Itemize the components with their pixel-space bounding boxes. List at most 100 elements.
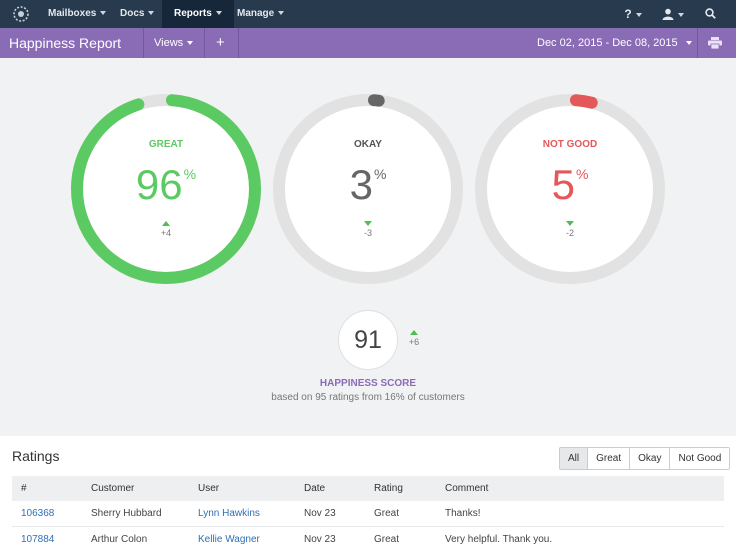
conversation-id-link[interactable]: 107884 [21,534,55,545]
chevron-down-icon [685,41,692,45]
ratings-panel: Ratings All Great Okay Not Good # Custom… [0,436,736,552]
great-delta: +4 [70,221,262,238]
user-link[interactable]: Lynn Hawkins [198,508,260,519]
ring-arc-great [71,94,261,284]
nav-reports[interactable]: Reports [162,0,234,28]
table-row[interactable]: 107884 Arthur Colon Kellie Wagner Nov 23… [12,527,724,552]
user-icon [662,8,674,20]
table-header: # Customer User Date Rating Comment [12,476,724,501]
date-range-label: Dec 02, 2015 - Dec 08, 2015 [537,37,678,49]
rating-comment: Thanks! [445,508,481,519]
nav-reports-label: Reports [174,8,212,19]
user-link[interactable]: Kellie Wagner [198,534,260,545]
divider [204,28,205,58]
filter-okay-button[interactable]: Okay [629,448,670,469]
views-dropdown[interactable]: Views [154,28,194,58]
score-delta-value: +6 [408,337,420,347]
nav-manage-label: Manage [237,8,275,19]
great-delta-value: +4 [160,228,172,238]
ring-arc-not-good [475,94,665,284]
okay-percentage: 3% [272,161,464,209]
nav-mailboxes[interactable]: Mailboxes [36,0,118,28]
percent-sign: % [373,166,387,182]
search-button[interactable] [700,0,720,28]
okay-delta: -3 [272,221,464,238]
column-header-id[interactable]: # [21,483,27,494]
not-good-ring-chart [475,94,665,284]
nav-mailboxes-label: Mailboxes [48,8,97,19]
ring-arc-okay [273,94,463,284]
nav-docs-label: Docs [120,8,145,19]
percent-sign: % [183,166,197,182]
not-good-percentage: 5% [474,161,666,209]
not-good-delta: -2 [474,221,666,238]
rating-date: Nov 23 [304,508,336,519]
column-header-user[interactable]: User [198,483,220,494]
trend-up-icon [162,221,170,226]
divider [697,28,698,58]
divider [143,28,144,58]
chevron-down-icon [187,41,194,45]
divider [238,28,239,58]
trend-down-icon [364,221,372,226]
top-navigation: Mailboxes Docs Reports Manage ? [0,0,736,28]
filter-great-button[interactable]: Great [587,448,630,469]
column-header-comment[interactable]: Comment [445,483,489,494]
chevron-down-icon [148,11,155,15]
page-title: Happiness Report [9,35,122,51]
search-icon [704,8,716,19]
customer-name: Arthur Colon [91,534,148,545]
okay-value: 3 [349,161,373,208]
chevron-down-icon [215,11,222,15]
help-icon: ? [624,7,632,21]
column-header-rating[interactable]: Rating [374,483,403,494]
happiness-score-subtitle: based on 95 ratings from 16% of customer… [271,392,465,403]
print-icon[interactable] [708,37,722,49]
rating-filter-group: All Great Okay Not Good [559,447,731,470]
customer-name: Sherry Hubbard [91,508,162,519]
chevron-down-icon [678,13,684,17]
not-good-value: 5 [551,161,575,208]
okay-delta-value: -3 [363,228,372,238]
rating-ring-not-good: NOT GOOD 5% -2 [474,93,666,285]
percent-sign: % [575,166,589,182]
score-delta: +6 [404,330,424,347]
add-view-button[interactable]: + [216,34,225,51]
not-good-label: NOT GOOD [542,139,598,150]
date-range-picker[interactable]: Dec 02, 2015 - Dec 08, 2015 [537,28,692,58]
trend-up-icon [410,330,418,335]
filter-all-button[interactable]: All [560,448,588,469]
column-header-customer[interactable]: Customer [91,483,135,494]
okay-ring-chart [273,94,463,284]
not-good-delta-value: -2 [565,228,574,238]
column-header-date[interactable]: Date [304,483,326,494]
rating-date: Nov 23 [304,534,336,545]
conversation-id-link[interactable]: 106368 [21,508,55,519]
filter-not-good-button[interactable]: Not Good [669,448,730,469]
nav-docs[interactable]: Docs [108,0,166,28]
help-menu[interactable]: ? [620,0,646,28]
user-menu[interactable] [660,0,686,28]
rating-value: Great [374,508,400,519]
report-header: Happiness Report Views + Dec 02, 2015 - … [0,28,736,58]
rating-ring-great: GREAT 96% +4 [70,93,262,285]
trend-down-icon [566,221,574,226]
chevron-down-icon [278,11,285,15]
happiness-score-value: 91 [338,310,398,370]
table-row[interactable]: 106368 Sherry Hubbard Lynn Hawkins Nov 2… [12,501,724,527]
nav-manage[interactable]: Manage [225,0,296,28]
ratings-title: Ratings [12,448,60,464]
rating-comment: Very helpful. Thank you. [445,534,553,545]
wreath-logo-icon[interactable] [11,4,31,24]
chevron-down-icon [100,11,107,15]
rating-value: Great [374,534,400,545]
great-label: GREAT [148,139,184,150]
views-label: Views [154,37,184,49]
happiness-score-title: HAPPINESS SCORE [319,378,417,389]
great-percentage: 96% [70,161,262,209]
great-ring-chart [71,94,261,284]
okay-label: OKAY [354,139,382,150]
rating-ring-okay: OKAY 3% -3 [272,93,464,285]
great-value: 96 [135,161,183,208]
chevron-down-icon [635,13,642,17]
